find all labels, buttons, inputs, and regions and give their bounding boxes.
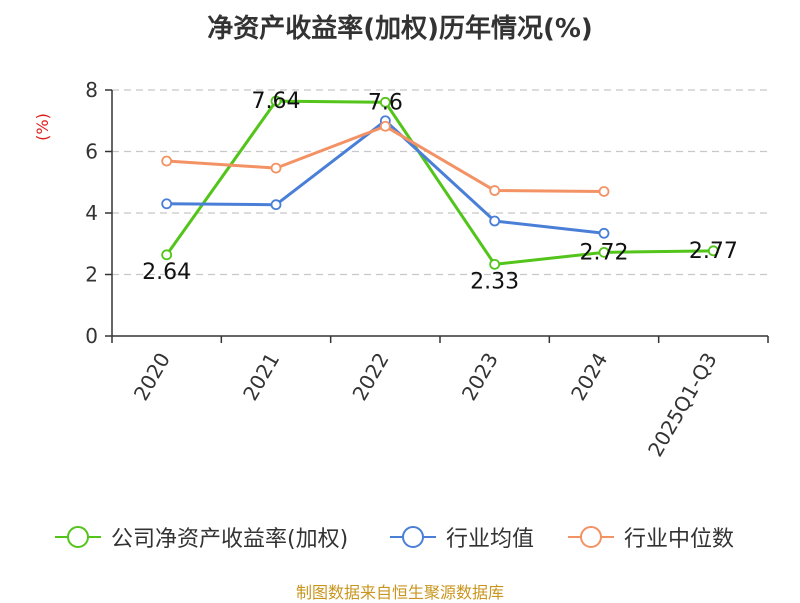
legend-marker-icon [390,519,436,555]
data-point [707,245,719,257]
series-line-0 [165,99,714,266]
data-point [379,96,391,108]
legend-marker-icon [55,519,101,555]
line-chart: 0 2 4 6 8 2020 2021 2022 2023 2024 2025Q1-Q3 2.64 7… [85,78,769,461]
data-point [489,258,501,270]
data-point [161,249,173,261]
data-point [489,215,501,227]
legend-item-industry-median[interactable]: 行业中位数 [568,519,734,555]
y-tick-label: 8 [85,78,98,102]
legend: 公司净资产收益率(加权) 行业均值 行业中位数 [0,519,800,555]
data-point [379,120,391,132]
x-tick-label: 2022 [347,349,393,405]
data-label: 2.72 [580,240,629,265]
chart-title: 净资产收益率(加权)历年情况(%) [207,14,593,44]
legend-marker-icon [568,519,614,555]
x-tick-label: 2023 [457,348,503,404]
data-point [489,185,501,196]
x-tick-label: 2024 [566,349,612,405]
legend-label: 行业均值 [446,527,535,552]
data-point [598,227,610,239]
series-lines [161,95,719,270]
x-tick-label: 2020 [129,349,175,405]
y-tick-label: 4 [85,201,98,225]
legend-label: 公司净资产收益率(加权) [111,527,349,552]
y-tick-label: 0 [85,324,98,348]
data-point [270,162,282,174]
legend-item-company[interactable]: 公司净资产收益率(加权) [55,519,348,555]
x-tick-label: 2025Q1-Q3 [643,349,722,461]
data-point [270,199,282,211]
legend-label: 行业中位数 [624,527,735,552]
legend-item-industry-average[interactable]: 行业均值 [390,519,534,555]
data-point [270,95,282,107]
data-point [161,198,173,210]
y-tick-label: 6 [85,140,98,164]
y-tick-label: 2 [85,263,98,287]
data-point [598,246,610,258]
data-point [161,155,173,167]
data-label: 2.77 [689,239,738,264]
x-tick-label: 2021 [238,349,284,405]
data-label: 7.64 [252,89,301,114]
data-point [598,186,610,197]
series-line-2 [166,124,605,193]
data-label: 7.6 [368,90,403,115]
data-labels: 2.64 7.64 7.6 2.33 2.72 2.77 [142,89,738,294]
grid-lines [112,89,768,276]
data-label: 2.64 [142,260,191,285]
series-line-1 [166,119,605,235]
data-label: 2.33 [470,269,519,294]
data-source-note: 制图数据来自恒生聚源数据库 [295,583,504,602]
